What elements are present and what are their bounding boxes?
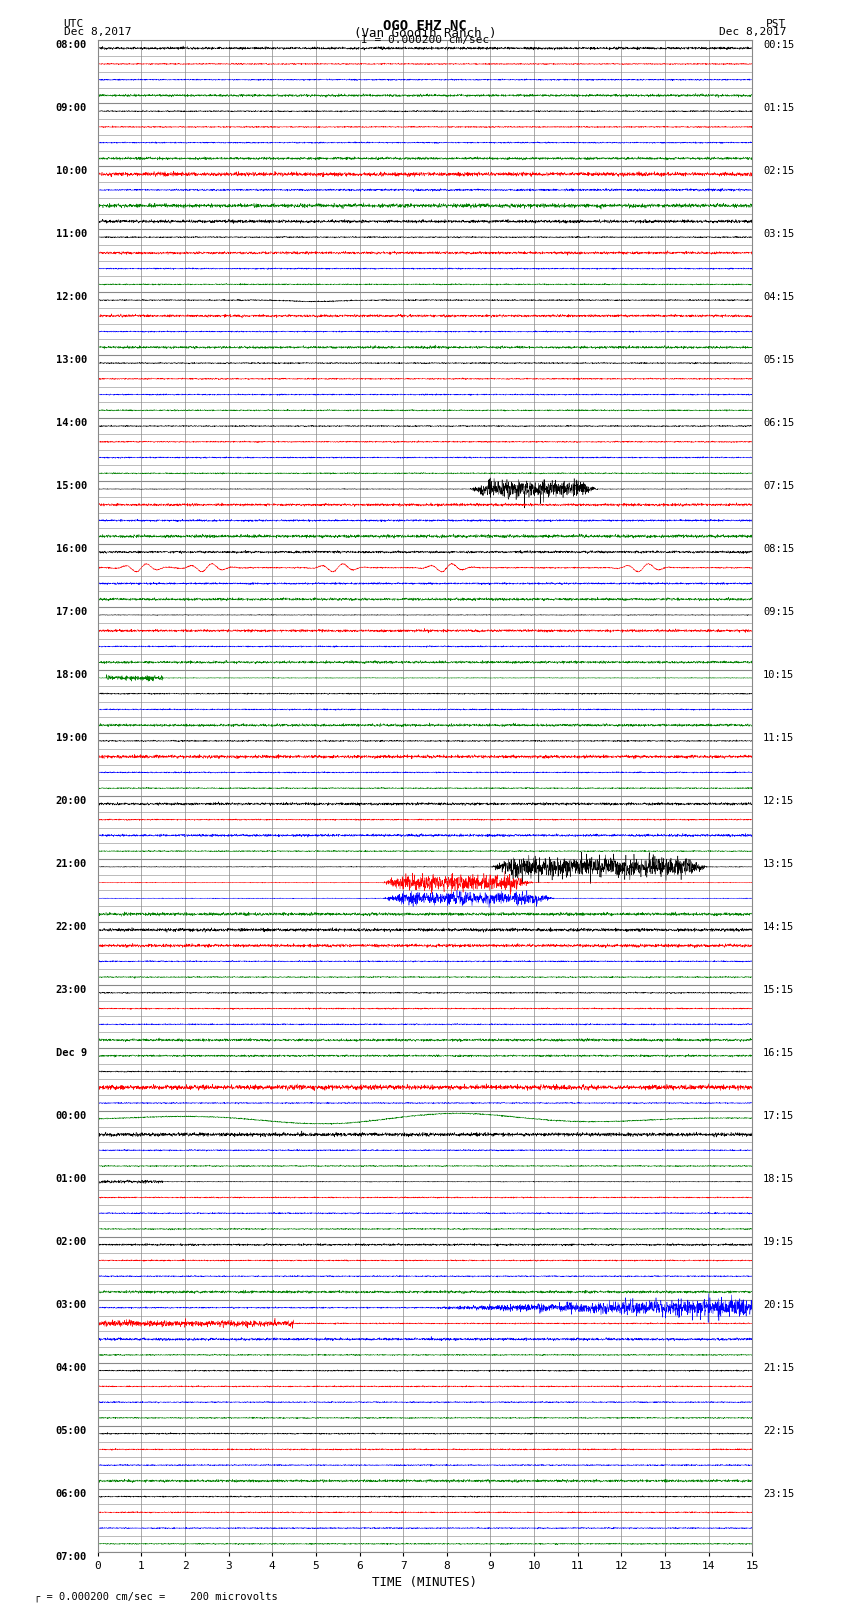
- Text: 10:00: 10:00: [55, 166, 87, 176]
- Text: 00:00: 00:00: [55, 1111, 87, 1121]
- Text: 05:15: 05:15: [763, 355, 795, 365]
- Text: 15:00: 15:00: [55, 481, 87, 490]
- Text: 03:15: 03:15: [763, 229, 795, 239]
- Text: Dec 9: Dec 9: [55, 1048, 87, 1058]
- Text: PST: PST: [766, 18, 786, 29]
- Text: 05:00: 05:00: [55, 1426, 87, 1436]
- Text: 14:00: 14:00: [55, 418, 87, 427]
- Text: 18:00: 18:00: [55, 669, 87, 681]
- Text: 09:15: 09:15: [763, 606, 795, 618]
- Text: 10:15: 10:15: [763, 669, 795, 681]
- Text: 07:15: 07:15: [763, 481, 795, 490]
- Text: 04:15: 04:15: [763, 292, 795, 302]
- Text: OGO EHZ NC: OGO EHZ NC: [383, 18, 467, 32]
- Text: 06:15: 06:15: [763, 418, 795, 427]
- Text: 19:15: 19:15: [763, 1237, 795, 1247]
- Text: 07:00: 07:00: [55, 1552, 87, 1561]
- Text: 19:00: 19:00: [55, 732, 87, 744]
- Text: 04:00: 04:00: [55, 1363, 87, 1373]
- Text: 23:15: 23:15: [763, 1489, 795, 1498]
- Text: 23:00: 23:00: [55, 986, 87, 995]
- Text: 17:00: 17:00: [55, 606, 87, 618]
- Text: Dec 8,2017: Dec 8,2017: [719, 26, 786, 37]
- Text: 17:15: 17:15: [763, 1111, 795, 1121]
- Text: 06:00: 06:00: [55, 1489, 87, 1498]
- Text: (Van Goodin Ranch ): (Van Goodin Ranch ): [354, 26, 496, 40]
- Text: 21:00: 21:00: [55, 860, 87, 869]
- Text: 03:00: 03:00: [55, 1300, 87, 1310]
- Text: 01:15: 01:15: [763, 103, 795, 113]
- Text: 20:15: 20:15: [763, 1300, 795, 1310]
- X-axis label: TIME (MINUTES): TIME (MINUTES): [372, 1576, 478, 1589]
- Text: 00:15: 00:15: [763, 40, 795, 50]
- Text: 22:15: 22:15: [763, 1426, 795, 1436]
- Text: 11:00: 11:00: [55, 229, 87, 239]
- Text: 02:15: 02:15: [763, 166, 795, 176]
- Text: ┌ = 0.000200 cm/sec =    200 microvolts: ┌ = 0.000200 cm/sec = 200 microvolts: [34, 1590, 278, 1602]
- Text: 20:00: 20:00: [55, 797, 87, 806]
- Text: Dec 8,2017: Dec 8,2017: [64, 26, 131, 37]
- Text: 16:00: 16:00: [55, 544, 87, 555]
- Text: 13:00: 13:00: [55, 355, 87, 365]
- Text: 08:00: 08:00: [55, 40, 87, 50]
- Text: 22:00: 22:00: [55, 923, 87, 932]
- Text: 12:00: 12:00: [55, 292, 87, 302]
- Text: 16:15: 16:15: [763, 1048, 795, 1058]
- Text: 08:15: 08:15: [763, 544, 795, 555]
- Text: 21:15: 21:15: [763, 1363, 795, 1373]
- Text: 18:15: 18:15: [763, 1174, 795, 1184]
- Text: UTC: UTC: [64, 18, 84, 29]
- Text: I = 0.000200 cm/sec: I = 0.000200 cm/sec: [361, 35, 489, 45]
- Text: 14:15: 14:15: [763, 923, 795, 932]
- Text: 11:15: 11:15: [763, 732, 795, 744]
- Text: 02:00: 02:00: [55, 1237, 87, 1247]
- Text: 12:15: 12:15: [763, 797, 795, 806]
- Text: 09:00: 09:00: [55, 103, 87, 113]
- Text: 13:15: 13:15: [763, 860, 795, 869]
- Text: 15:15: 15:15: [763, 986, 795, 995]
- Text: 01:00: 01:00: [55, 1174, 87, 1184]
